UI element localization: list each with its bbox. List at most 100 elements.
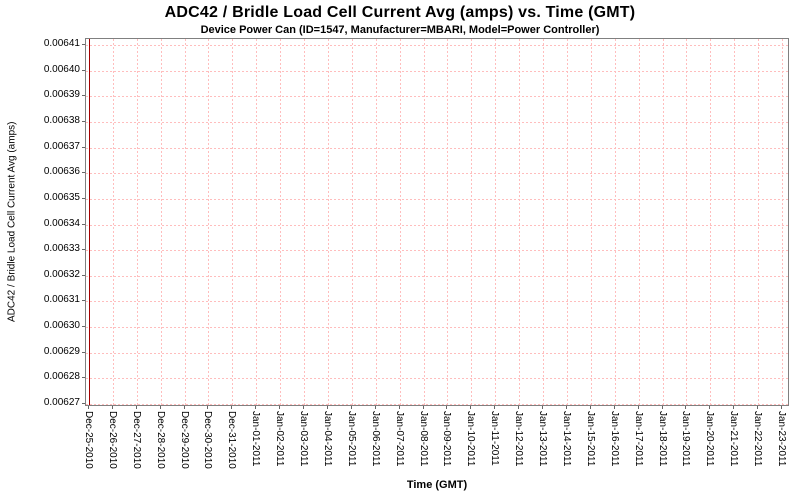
v-gridline bbox=[663, 39, 664, 405]
h-gridline bbox=[86, 225, 788, 226]
x-tick-mark bbox=[685, 406, 686, 409]
x-tick-label: Jan-16-2011 bbox=[609, 411, 620, 467]
v-gridline bbox=[471, 39, 472, 405]
x-tick-label: Jan-22-2011 bbox=[752, 411, 763, 467]
x-tick-mark bbox=[566, 406, 567, 409]
y-tick-mark bbox=[82, 95, 85, 96]
x-tick-mark bbox=[399, 406, 400, 409]
h-gridline bbox=[86, 122, 788, 123]
v-gridline bbox=[137, 39, 138, 405]
x-tick-mark bbox=[614, 406, 615, 409]
h-gridline bbox=[86, 173, 788, 174]
h-gridline bbox=[86, 353, 788, 354]
y-tick-label: 0.00627 bbox=[43, 397, 80, 408]
y-tick-mark bbox=[82, 44, 85, 45]
v-gridline bbox=[352, 39, 353, 405]
x-tick-mark bbox=[446, 406, 447, 409]
y-tick-label: 0.00632 bbox=[43, 269, 80, 280]
x-tick-mark bbox=[303, 406, 304, 409]
v-gridline bbox=[782, 39, 783, 405]
y-tick-mark bbox=[82, 224, 85, 225]
h-gridline bbox=[86, 327, 788, 328]
h-gridline bbox=[86, 250, 788, 251]
x-tick-label: Jan-02-2011 bbox=[274, 411, 285, 467]
x-tick-mark bbox=[423, 406, 424, 409]
y-tick-mark bbox=[82, 403, 85, 404]
y-tick-mark bbox=[82, 300, 85, 301]
h-gridline bbox=[86, 96, 788, 97]
h-gridline bbox=[86, 301, 788, 302]
v-gridline bbox=[758, 39, 759, 405]
v-gridline bbox=[208, 39, 209, 405]
chart-subtitle: Device Power Can (ID=1547, Manufacturer=… bbox=[200, 24, 600, 36]
x-tick-mark bbox=[231, 406, 232, 409]
y-tick-label: 0.00637 bbox=[43, 141, 80, 152]
x-tick-label: Dec-26-2010 bbox=[107, 411, 118, 469]
v-gridline bbox=[400, 39, 401, 405]
x-tick-mark bbox=[542, 406, 543, 409]
y-tick-mark bbox=[82, 377, 85, 378]
x-tick-label: Jan-12-2011 bbox=[513, 411, 524, 467]
h-gridline bbox=[86, 276, 788, 277]
y-tick-mark bbox=[82, 172, 85, 173]
y-tick-label: 0.00631 bbox=[43, 294, 80, 305]
y-tick-mark bbox=[82, 147, 85, 148]
v-gridline bbox=[280, 39, 281, 405]
v-gridline bbox=[615, 39, 616, 405]
x-tick-label: Jan-04-2011 bbox=[322, 411, 333, 467]
x-tick-label: Jan-08-2011 bbox=[418, 411, 429, 467]
x-tick-mark bbox=[638, 406, 639, 409]
x-tick-mark bbox=[136, 406, 137, 409]
x-tick-label: Jan-03-2011 bbox=[298, 411, 309, 467]
x-tick-label: Jan-19-2011 bbox=[680, 411, 691, 467]
y-tick-label: 0.00640 bbox=[43, 64, 80, 75]
y-tick-label: 0.00628 bbox=[43, 371, 80, 382]
x-tick-label: Dec-27-2010 bbox=[131, 411, 142, 469]
x-tick-mark bbox=[518, 406, 519, 409]
y-tick-label: 0.00633 bbox=[43, 243, 80, 254]
plot-area bbox=[85, 38, 789, 406]
x-tick-label: Jan-07-2011 bbox=[394, 411, 405, 467]
x-tick-mark bbox=[351, 406, 352, 409]
y-tick-label: 0.00630 bbox=[43, 320, 80, 331]
v-gridline bbox=[304, 39, 305, 405]
x-tick-mark bbox=[590, 406, 591, 409]
x-tick-label: Jan-17-2011 bbox=[633, 411, 644, 467]
v-gridline bbox=[328, 39, 329, 405]
v-gridline bbox=[495, 39, 496, 405]
y-tick-label: 0.00629 bbox=[43, 346, 80, 357]
x-tick-label: Jan-01-2011 bbox=[250, 411, 261, 467]
h-gridline bbox=[86, 199, 788, 200]
x-tick-label: Jan-18-2011 bbox=[657, 411, 668, 467]
x-tick-label: Jan-09-2011 bbox=[441, 411, 452, 467]
x-tick-mark bbox=[184, 406, 185, 409]
x-tick-mark bbox=[207, 406, 208, 409]
x-tick-mark bbox=[733, 406, 734, 409]
v-gridline bbox=[113, 39, 114, 405]
v-gridline bbox=[161, 39, 162, 405]
x-tick-mark bbox=[255, 406, 256, 409]
v-gridline bbox=[686, 39, 687, 405]
x-tick-mark bbox=[88, 406, 89, 409]
x-tick-label: Dec-31-2010 bbox=[226, 411, 237, 469]
y-tick-label: 0.00641 bbox=[43, 38, 80, 49]
data-series-line bbox=[89, 39, 90, 405]
x-tick-label: Dec-25-2010 bbox=[83, 411, 94, 469]
x-tick-mark bbox=[112, 406, 113, 409]
h-gridline bbox=[86, 378, 788, 379]
x-tick-mark bbox=[470, 406, 471, 409]
y-tick-mark bbox=[82, 121, 85, 122]
v-gridline bbox=[256, 39, 257, 405]
y-tick-label: 0.00635 bbox=[43, 192, 80, 203]
x-tick-label: Dec-29-2010 bbox=[179, 411, 190, 469]
v-gridline bbox=[447, 39, 448, 405]
v-gridline bbox=[519, 39, 520, 405]
v-gridline bbox=[734, 39, 735, 405]
chart-title: ADC42 / Bridle Load Cell Current Avg (am… bbox=[164, 4, 636, 21]
x-tick-label: Jan-10-2011 bbox=[465, 411, 476, 467]
x-tick-mark bbox=[160, 406, 161, 409]
v-gridline bbox=[567, 39, 568, 405]
x-tick-label: Dec-28-2010 bbox=[155, 411, 166, 469]
v-gridline bbox=[591, 39, 592, 405]
